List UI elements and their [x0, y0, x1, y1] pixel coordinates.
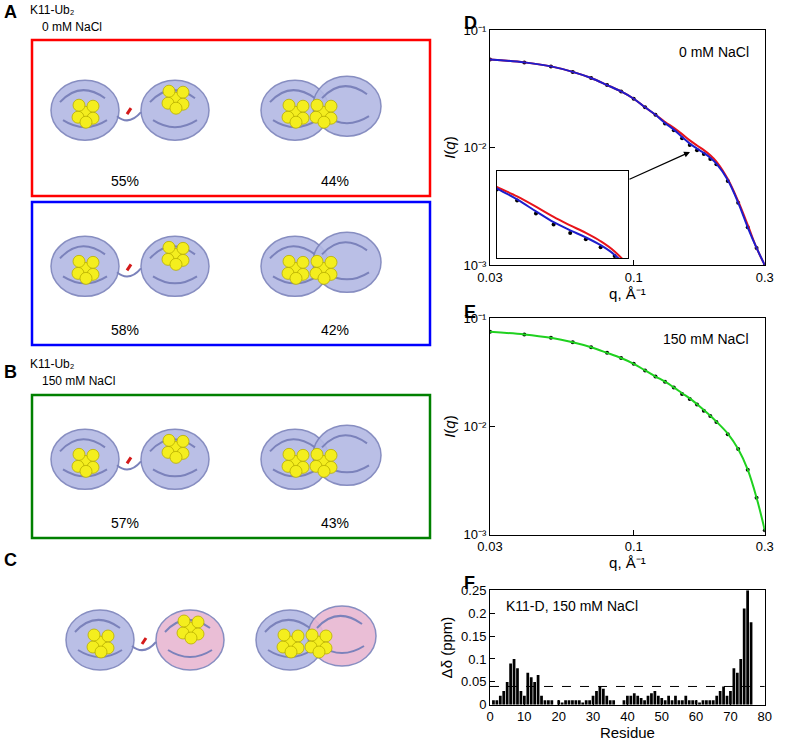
svg-text:10⁻¹: 10⁻¹: [464, 23, 487, 38]
svg-text:0.05: 0.05: [461, 674, 486, 689]
svg-text:0.3: 0.3: [756, 270, 774, 285]
svg-text:Δδ (ppm): Δδ (ppm): [438, 617, 455, 679]
svg-text:K11-Ub₂: K11-Ub₂: [30, 3, 75, 17]
svg-text:80: 80: [758, 709, 772, 724]
svg-text:0.03: 0.03: [477, 539, 502, 554]
svg-text:10: 10: [517, 709, 531, 724]
svg-text:150 mM NaCl: 150 mM NaCl: [663, 331, 749, 347]
svg-text:K11-Ub₂: K11-Ub₂: [30, 357, 75, 371]
svg-text:0.1: 0.1: [625, 270, 643, 285]
svg-text:150 mM NaCl: 150 mM NaCl: [42, 374, 115, 388]
svg-text:60: 60: [689, 709, 703, 724]
svg-text:C: C: [4, 550, 17, 570]
svg-text:0.15: 0.15: [461, 629, 486, 644]
svg-text:70: 70: [723, 709, 737, 724]
svg-text:10⁻³: 10⁻³: [464, 258, 487, 273]
svg-text:0: 0: [479, 697, 486, 712]
svg-text:D: D: [464, 13, 477, 33]
svg-text:0 mM NaCl: 0 mM NaCl: [42, 20, 102, 34]
svg-text:42%: 42%: [321, 322, 349, 338]
svg-text:50: 50: [655, 709, 669, 724]
svg-text:Residue: Residue: [600, 724, 655, 741]
svg-text:q, Å⁻¹: q, Å⁻¹: [609, 285, 646, 302]
svg-text:0.3: 0.3: [756, 539, 774, 554]
svg-text:q, Å⁻¹: q, Å⁻¹: [609, 554, 646, 571]
svg-text:10⁻²: 10⁻²: [464, 419, 487, 434]
svg-text:44%: 44%: [321, 173, 349, 189]
svg-text:I(q): I(q): [441, 415, 458, 438]
svg-text:43%: 43%: [321, 515, 349, 531]
svg-text:0 mM NaCl: 0 mM NaCl: [679, 44, 749, 60]
svg-text:I(q): I(q): [441, 136, 458, 159]
svg-text:40: 40: [620, 709, 634, 724]
svg-text:0.25: 0.25: [461, 583, 486, 598]
svg-text:55%: 55%: [111, 173, 139, 189]
svg-text:E: E: [464, 302, 476, 322]
svg-text:0.1: 0.1: [468, 652, 486, 667]
svg-text:0.2: 0.2: [468, 606, 486, 621]
svg-text:K11-D, 150 mM NaCl: K11-D, 150 mM NaCl: [506, 598, 638, 614]
svg-text:57%: 57%: [111, 515, 139, 531]
svg-text:30: 30: [586, 709, 600, 724]
svg-text:10⁻²: 10⁻²: [464, 140, 487, 155]
svg-text:0.1: 0.1: [625, 539, 643, 554]
svg-text:58%: 58%: [111, 322, 139, 338]
svg-text:10⁻³: 10⁻³: [464, 527, 487, 542]
svg-text:0.03: 0.03: [477, 270, 502, 285]
svg-text:B: B: [4, 362, 17, 382]
svg-text:0: 0: [486, 709, 493, 724]
svg-text:10⁻¹: 10⁻¹: [464, 311, 487, 326]
svg-text:20: 20: [551, 709, 565, 724]
svg-text:A: A: [4, 2, 17, 22]
svg-text:F: F: [464, 573, 475, 593]
